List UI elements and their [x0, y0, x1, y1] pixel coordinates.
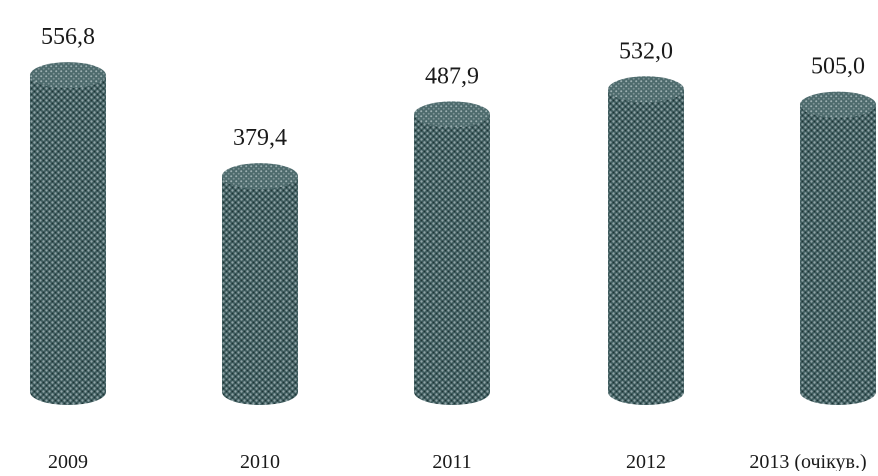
value-labels-layer: 556,8 379,4 487,9 532,0 505,0: [41, 24, 865, 151]
data-label: 556,8: [41, 24, 95, 50]
data-label: 487,9: [425, 63, 479, 89]
bar-top-cap: [222, 163, 298, 190]
category-label: 2011: [432, 451, 471, 471]
bar-2012: [608, 76, 684, 406]
bar-body: [800, 104, 876, 405]
category-label: 2010: [240, 451, 280, 471]
bar-body: [608, 89, 684, 406]
bar-2011: [414, 101, 490, 406]
bar-2013: [800, 91, 876, 405]
bars-layer: [30, 62, 876, 406]
data-label: 532,0: [619, 38, 673, 64]
category-label: 2013 (очікув.): [749, 451, 866, 471]
data-label: 379,4: [233, 125, 287, 151]
bar-body: [30, 75, 106, 406]
bar-top-cap: [800, 91, 876, 118]
category-label: 2012: [626, 451, 666, 471]
bar-body: [222, 176, 298, 405]
bar-top-cap: [30, 62, 106, 89]
category-labels-layer: 2009 2010 2011 2012 2013 (очікув.): [48, 451, 867, 473]
category-label: 2009: [48, 451, 88, 471]
bar-top-cap: [414, 101, 490, 128]
bar-2009: [30, 62, 106, 406]
bar-body: [414, 114, 490, 406]
bar-2010: [222, 163, 298, 405]
bar-top-cap: [608, 76, 684, 103]
data-label: 505,0: [811, 54, 865, 80]
